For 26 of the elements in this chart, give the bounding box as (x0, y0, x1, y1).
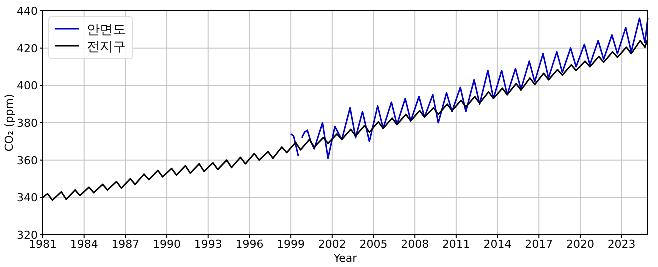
y-tick-label: 340 (17, 192, 38, 205)
x-tick-label: 1987 (112, 238, 140, 251)
y-tick-label: 380 (17, 117, 38, 130)
x-tick-label: 2011 (442, 238, 470, 251)
x-tick-label: 1984 (70, 238, 98, 251)
x-axis-title: Year (332, 252, 358, 265)
y-tick-label: 420 (17, 42, 38, 56)
x-tick-label: 2005 (360, 238, 388, 251)
y-tick-label: 440 (17, 5, 38, 18)
y-axis-title: CO₂ (ppm) (3, 94, 16, 152)
x-tick-label: 1981 (29, 238, 57, 251)
x-tick-label: 1993 (194, 238, 222, 251)
x-tick-label: 1999 (277, 238, 306, 251)
x-tick-label: 2023 (608, 238, 636, 251)
legend-label: 전지구 (87, 40, 126, 55)
legend-label: 안면도 (87, 23, 126, 38)
x-tick-label: 2014 (484, 238, 512, 251)
x-tick-label: 2017 (525, 238, 554, 251)
x-tick-label: 1996 (236, 238, 264, 251)
y-tick-label: 400 (17, 80, 38, 93)
x-tick-label: 2002 (318, 238, 346, 251)
x-tick-label: 1990 (153, 238, 182, 251)
x-tick-label: 2020 (566, 238, 594, 251)
x-tick-label: 2008 (401, 238, 430, 251)
y-tick-label: 360 (17, 154, 38, 168)
line-series (301, 18, 649, 160)
